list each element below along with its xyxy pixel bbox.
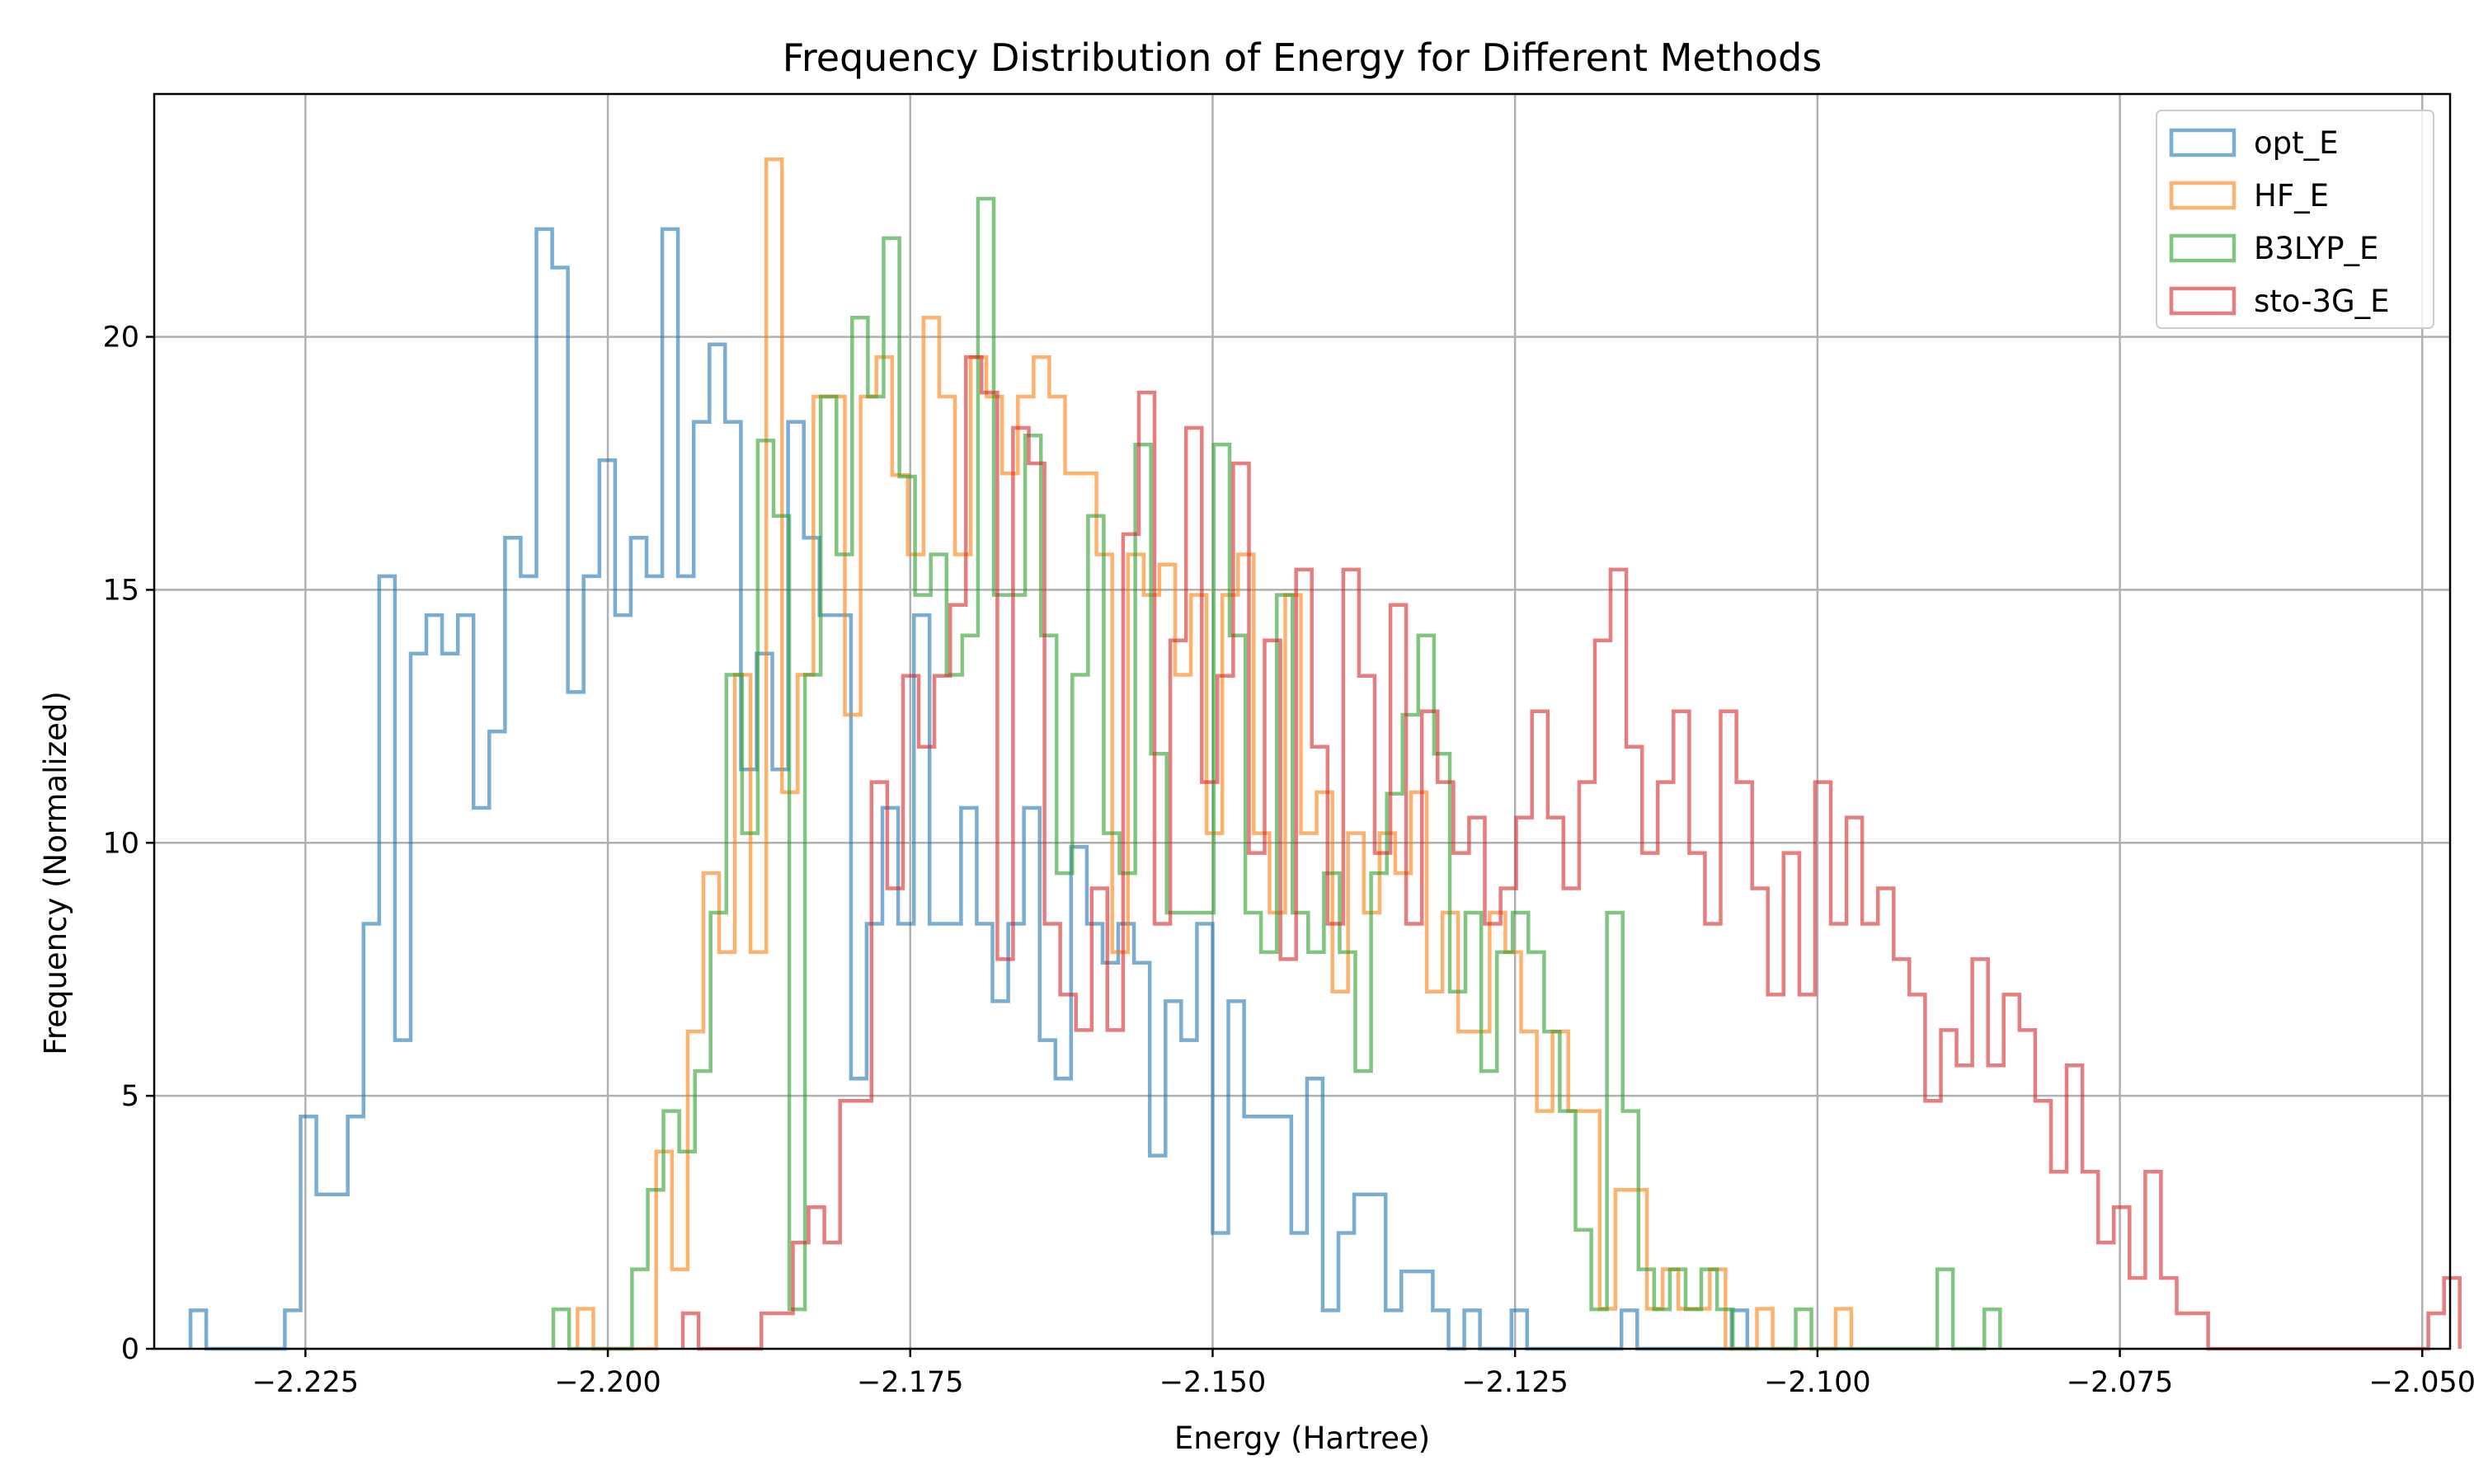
y-tick-label: 10 <box>102 827 139 860</box>
x-axis-label: Energy (Hartree) <box>1174 1421 1430 1456</box>
legend-label-opt-e: opt_E <box>2254 125 2339 161</box>
histogram-series <box>188 157 2462 1351</box>
chart-title: Frequency Distribution of Energy for Dif… <box>783 35 1822 80</box>
x-tick-label: −2.150 <box>1159 1366 1267 1399</box>
x-tick-label: −2.100 <box>1764 1366 1871 1399</box>
x-tick-label: −2.225 <box>252 1366 360 1399</box>
series-hf-e-histogram <box>576 157 1854 1351</box>
y-tick-label: 5 <box>121 1080 139 1113</box>
legend: opt_E HF_E B3LYP_E sto-3G_E <box>2156 110 2434 329</box>
y-axis-ticks: 0 5 10 15 20 <box>102 322 154 1366</box>
x-tick-label: −2.200 <box>554 1366 661 1399</box>
series-opt-e-histogram <box>188 227 1750 1351</box>
x-tick-label: −2.175 <box>857 1366 964 1399</box>
x-tick-label: −2.075 <box>2067 1366 2174 1399</box>
x-tick-label: −2.125 <box>1461 1366 1569 1399</box>
axes-frame <box>153 92 2452 1350</box>
series-sto-3g-e-histogram <box>680 355 2462 1351</box>
legend-label-b3lyp-e: B3LYP_E <box>2254 231 2378 266</box>
x-axis-ticks: −2.225 −2.200 −2.175 −2.150 −2.125 −2.100 −2.0… <box>252 1349 2474 1399</box>
y-axis-label: Frequency (Normalized) <box>38 691 73 1055</box>
legend-swatch-sto-3g-e <box>2169 286 2236 316</box>
legend-box <box>2156 110 2434 329</box>
y-tick-label: 0 <box>121 1333 139 1366</box>
x-tick-label: −2.050 <box>2368 1366 2474 1399</box>
series-b3lyp-e-histogram <box>551 196 2002 1351</box>
legend-swatch-b3lyp-e <box>2169 233 2236 263</box>
legend-label-hf-e: HF_E <box>2254 178 2329 214</box>
legend-label-sto-3g-e: sto-3G_E <box>2254 284 2390 319</box>
y-tick-label: 20 <box>102 322 139 355</box>
y-tick-label: 15 <box>102 574 139 607</box>
legend-swatch-hf-e <box>2169 181 2236 210</box>
legend-swatch-opt-e <box>2169 128 2236 157</box>
